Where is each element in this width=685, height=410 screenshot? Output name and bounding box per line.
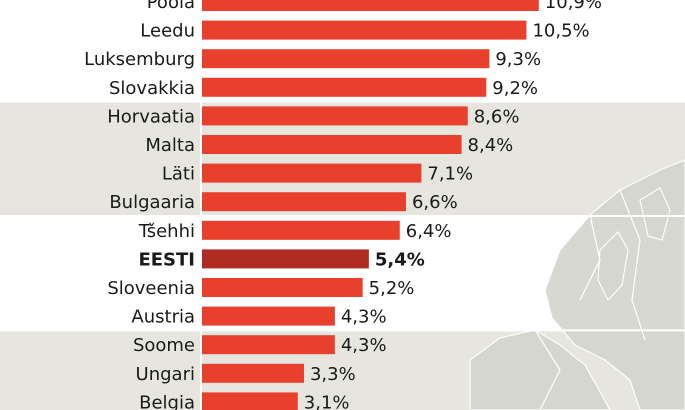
category-label: Belgia	[139, 392, 195, 410]
value-label: 3,1%	[304, 392, 350, 410]
category-label: Slovakkia	[109, 78, 195, 99]
bar-soome	[202, 335, 335, 355]
map-land-shape	[469, 329, 611, 410]
value-labels: 10,9% 10,5% 9,3% 9,2% 8,6% 8,4% 7,1% 6,6% 6,4% 5,…	[304, 0, 602, 410]
value-label: 7,1%	[427, 164, 473, 185]
category-label: Bulgaaria	[109, 192, 195, 213]
bar-ungari	[202, 363, 304, 383]
category-label: EESTI	[138, 249, 195, 270]
category-label: Sloveenia	[107, 278, 195, 299]
bar-sloveenia	[202, 278, 363, 297]
value-label: 6,4%	[406, 221, 452, 242]
category-label: Luksemburg	[84, 49, 195, 70]
map-land-shape	[597, 231, 629, 302]
category-label: Ungari	[136, 364, 195, 385]
value-label: 4,3%	[341, 307, 387, 328]
category-label: Poola	[147, 0, 195, 13]
bar-belgia	[202, 392, 298, 410]
value-label: 8,4%	[468, 135, 514, 156]
bar-bulgaaria	[202, 192, 406, 212]
map-land-shape	[639, 187, 671, 241]
value-label: 8,6%	[474, 106, 520, 127]
europe-map-background	[469, 159, 685, 410]
bar-leedu	[202, 20, 527, 40]
category-label: Soome	[133, 335, 195, 356]
value-label: 3,3%	[310, 364, 356, 385]
category-labels: Poola Leedu Luksemburg Slovakkia Horvaatia Ma…	[84, 0, 195, 410]
value-label: 6,6%	[412, 192, 458, 213]
value-label: 5,2%	[369, 278, 415, 299]
bars	[202, 0, 539, 410]
category-label: Leedu	[140, 21, 195, 42]
value-label: 10,5%	[532, 21, 589, 42]
bar-eesti	[202, 249, 369, 269]
category-label: Austria	[131, 307, 195, 328]
map-border-line	[534, 329, 561, 410]
category-label: Malta	[145, 135, 195, 156]
bar-malta	[202, 135, 462, 154]
value-label: 10,9%	[545, 0, 602, 13]
bar-läti	[202, 163, 422, 183]
category-label: Tšehhi	[138, 221, 195, 242]
value-label: 9,2%	[492, 78, 538, 99]
bar-luksemburg	[202, 49, 490, 69]
value-label: 4,3%	[341, 335, 387, 356]
map-border-line	[579, 214, 601, 301]
bar-slovakkia	[202, 77, 487, 97]
category-label: Läti	[162, 164, 195, 185]
bar-poola	[202, 0, 539, 11]
value-label: 5,4%	[375, 249, 425, 270]
category-label: Horvaatia	[107, 106, 195, 127]
bar-tšehhi	[202, 220, 400, 240]
bar-horvaatia	[202, 106, 468, 126]
bar-austria	[202, 306, 335, 326]
value-label: 9,3%	[495, 49, 541, 70]
